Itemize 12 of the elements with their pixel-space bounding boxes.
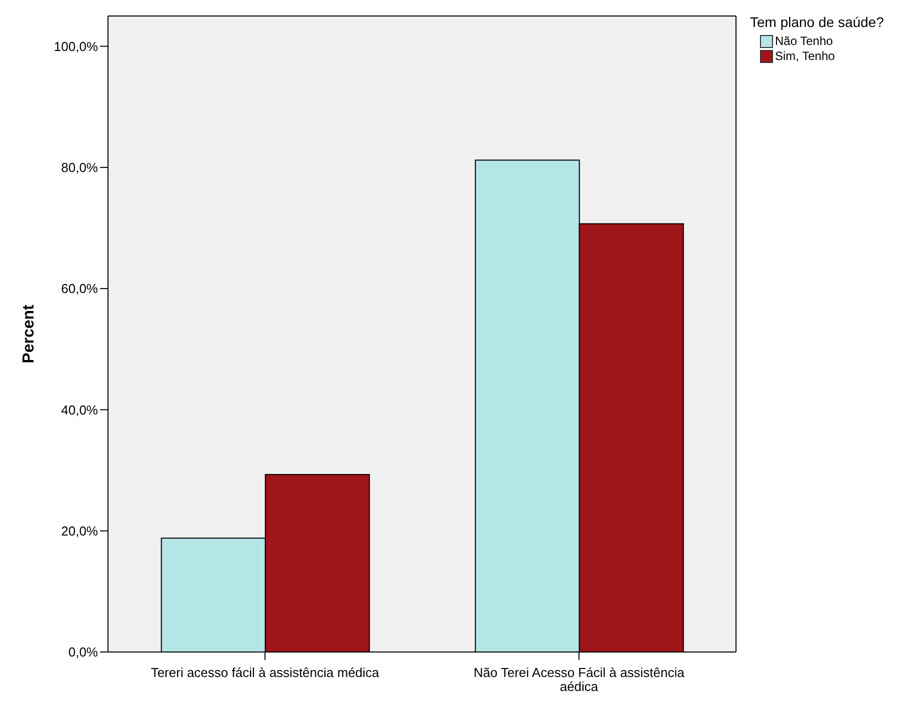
y-tick-label: 100,0% — [54, 38, 98, 54]
y-tick-label: 80,0% — [61, 160, 98, 176]
legend-label: Sim, Tenho — [774, 49, 836, 64]
y-tick-label: 20,0% — [61, 523, 98, 538]
y-tick-label: 40,0% — [61, 402, 98, 418]
y-tick-label: 60,0% — [61, 281, 98, 296]
legend-label: Não Tenho — [774, 34, 834, 49]
x-tick-label: Tereri acesso fácil à assistência médica — [150, 665, 380, 680]
y-axis-title: Percent — [20, 304, 38, 364]
y-tick-label: 0,0% — [68, 644, 98, 660]
x-tick-label: Não Terei Acesso Fácil à assistência aédica — [474, 665, 686, 694]
legend-title: Tem plano de saúde? — [750, 14, 885, 30]
